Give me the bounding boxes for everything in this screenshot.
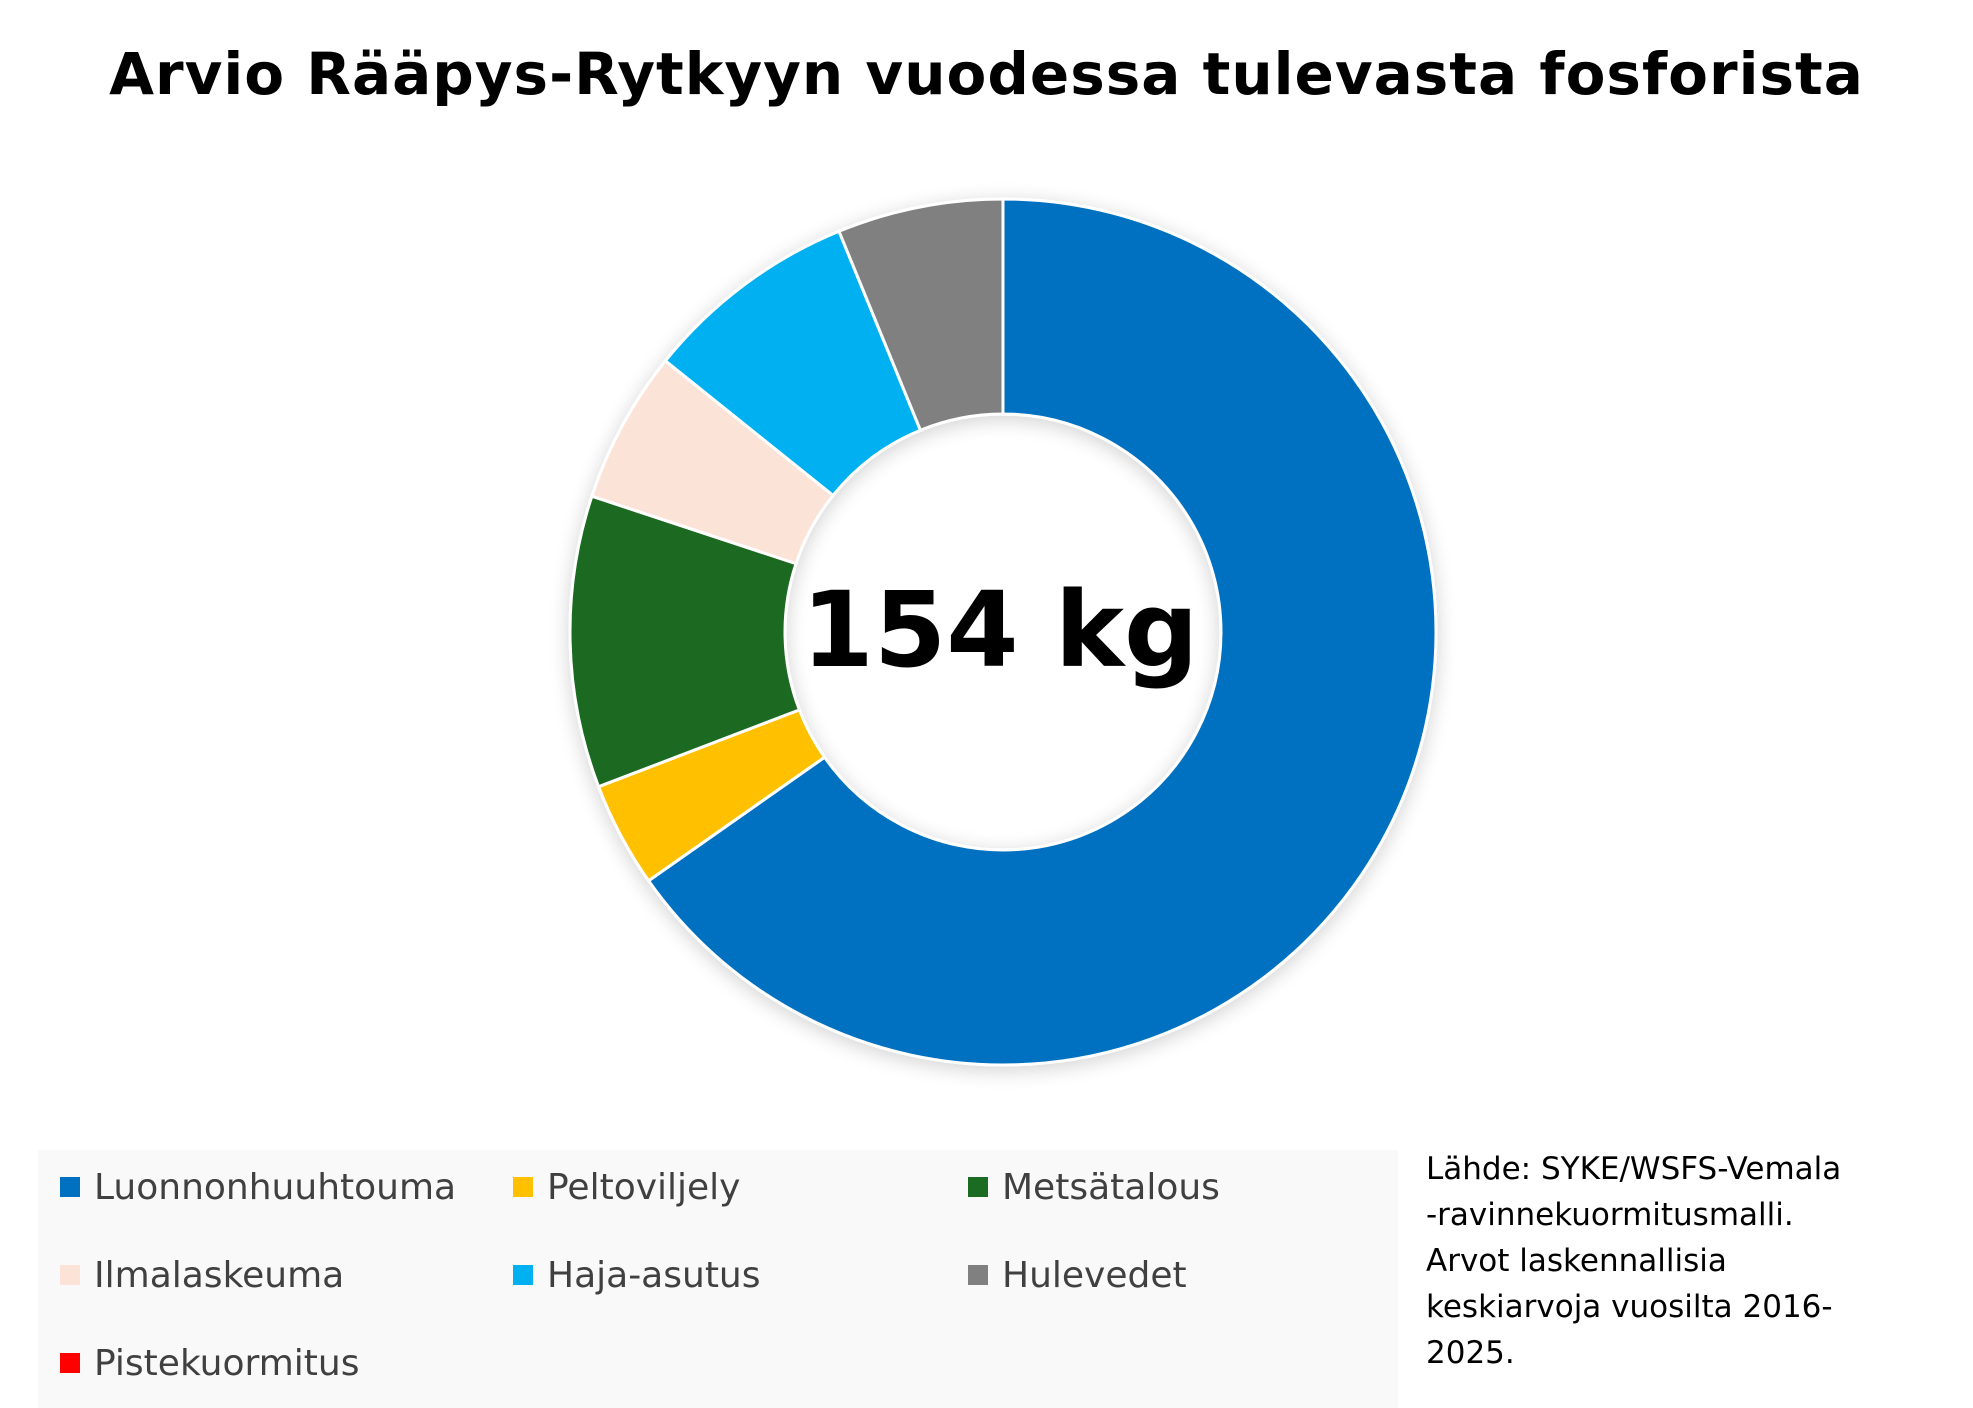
legend-label: Ilmalaskeuma bbox=[94, 1254, 345, 1296]
legend-swatch bbox=[60, 1353, 80, 1373]
legend-label: Pistekuormitus bbox=[94, 1342, 360, 1384]
legend-label: Luonnonhuuhtouma bbox=[94, 1166, 457, 1208]
legend-item: Hulevedet bbox=[968, 1250, 1187, 1300]
legend-swatch bbox=[513, 1177, 533, 1197]
source-note: Lähde: SYKE/WSFS-Vemala -ravinnekuormitu… bbox=[1426, 1146, 1946, 1376]
legend-swatch bbox=[513, 1265, 533, 1285]
chart-title: Arvio Rääpys-Rytkyyn vuodessa tulevasta … bbox=[109, 40, 1864, 108]
legend-label: Hulevedet bbox=[1002, 1254, 1187, 1296]
legend-swatch bbox=[968, 1177, 988, 1197]
legend-item: Ilmalaskeuma bbox=[60, 1250, 344, 1300]
legend-swatch bbox=[60, 1265, 80, 1285]
legend-label: Haja-asutus bbox=[547, 1254, 761, 1296]
source-note-line: Lähde: SYKE/WSFS-Vemala bbox=[1426, 1151, 1842, 1187]
legend-item: Peltoviljely bbox=[513, 1162, 740, 1212]
center-total-label: 154 kg bbox=[801, 569, 1199, 691]
legend-item: Metsätalous bbox=[968, 1162, 1220, 1212]
source-note-line: Arvot laskennallisia bbox=[1426, 1243, 1727, 1279]
legend-item: Pistekuormitus bbox=[60, 1338, 359, 1388]
legend-label: Peltoviljely bbox=[547, 1166, 741, 1208]
slice-mets-talous bbox=[568, 494, 802, 789]
source-note-line: -ravinnekuormitusmalli. bbox=[1426, 1197, 1794, 1233]
legend-item: Haja-asutus bbox=[513, 1250, 761, 1300]
slice-hulevedet bbox=[837, 197, 1005, 433]
slice-luonnonhuuhtouma bbox=[646, 197, 1438, 1067]
source-note-line: 2025. bbox=[1426, 1335, 1515, 1371]
legend-item: Luonnonhuuhtouma bbox=[60, 1162, 456, 1212]
legend-swatch bbox=[60, 1177, 80, 1197]
legend-label: Metsätalous bbox=[1002, 1166, 1220, 1208]
source-note-line: keskiarvoja vuosilta 2016- bbox=[1426, 1289, 1833, 1325]
legend: Luonnonhuuhtouma Peltoviljely Metsätalous I… bbox=[38, 1150, 1398, 1408]
legend-swatch bbox=[968, 1265, 988, 1285]
